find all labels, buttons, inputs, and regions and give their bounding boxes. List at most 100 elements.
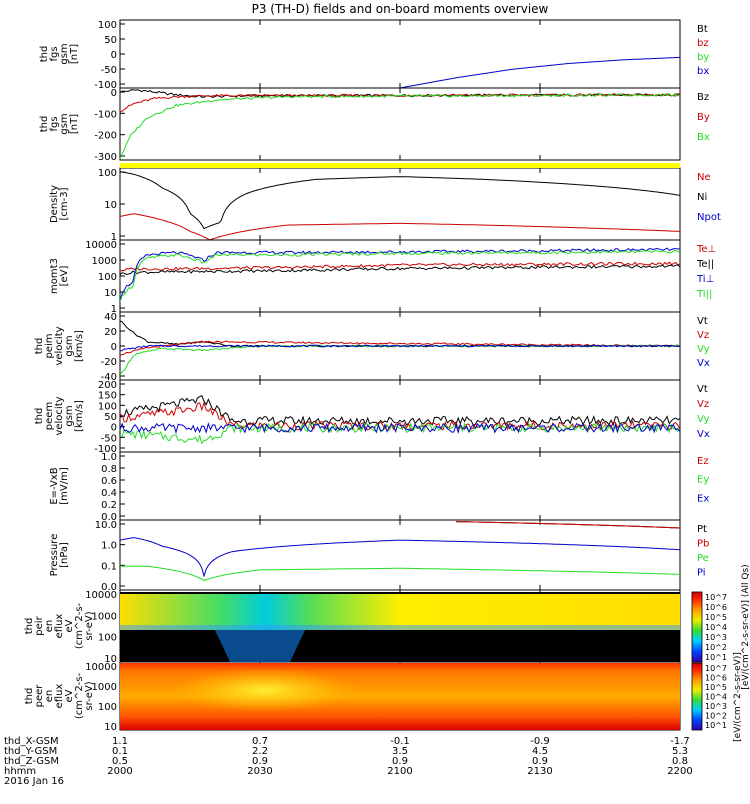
y-axis-label: (cm^2-s- [74,672,85,719]
peir-spike-region [215,630,305,662]
y-tick-label: -300 [94,152,117,163]
x-axis-row-label: thd_X-GSM [4,736,59,747]
y-axis-label: eV [64,619,75,632]
series-Bx [120,93,680,159]
panel-frame [119,19,681,89]
legend-Vx: Vx [697,358,710,369]
legend-Ti: Ti⊥ [696,274,714,285]
colorbar-peir-ticks: 10^710^610^510^410^310^210^1 [705,593,727,662]
y-tick-label: -50 [101,433,117,444]
panel-efield: 1.00.80.60.40.20.0 E=-VxB [mV/m] Ez Ey Ex [49,451,709,523]
y-tick-label: 1.0 [101,541,117,552]
y-tick-label: -40 [101,372,117,383]
y-axis-label: velocity [54,396,65,435]
y-tick-label: 0.2 [101,500,117,511]
y-tick-label: 0 [111,342,117,353]
y-tick-label: 10000 [85,240,117,251]
x-axis-labels: thd_X-GSM 1.1 0.7 -0.1 -0.9 -1.7 thd_Y-GSM 0.1 2… [4,736,693,777]
y-axis-label: [nT] [69,44,80,64]
y-axis-label: thd [34,408,45,425]
y-axis-label: eflux [54,614,65,639]
panel-frame [119,167,681,241]
y-tick-label: -100 [94,80,117,91]
series-Te [120,264,680,276]
legend-Vt: Vt [697,316,708,327]
legend-Vt: Vt [697,384,708,395]
x-axis-value: 0.9 [532,756,548,767]
series-Vt [120,320,680,348]
y-tick-label: -100 [94,109,117,120]
x-axis-value: 2100 [387,766,412,777]
y-tick-label: 0.0 [101,582,117,593]
series-Pb [456,521,680,529]
y-tick-label: -20 [101,357,117,368]
peer-yellow-spot [175,668,355,712]
y-axis-label: thd [24,688,35,705]
y-tick-label: 0.8 [101,464,117,475]
colorbar-tick-label: 10^2 [705,643,727,652]
colorbar-peir-label: [eV/(cm^2-s-sr-eV)] (All Qs) [741,564,750,689]
legend-Ez: Ez [697,456,709,467]
spectrogram-peir [120,592,680,662]
x-axis-value: 0.9 [252,756,268,767]
legend-Ni: Ni [697,192,707,203]
x-axis-value: 2000 [107,766,132,777]
colorbar-tick-label: 10^7 [705,593,727,602]
y-axis-label: fgs [49,46,60,61]
y-axis-label: thd [34,338,45,355]
x-axis-value: 3.5 [392,746,408,757]
legend-Bt: Bt [697,24,708,35]
y-axis-label: peir [34,615,45,635]
legend-by: by [697,52,709,63]
y-tick-label: 100 [98,272,117,283]
legend-bz: bz [697,38,709,49]
colorbar-tick-label: 10^1 [705,721,727,730]
series-Pi [120,537,680,578]
legend-Bz: Bz [697,92,709,103]
colorbar-peir-gradient [691,591,703,663]
y-axis-label: en [44,690,55,703]
y-tick-label: 10 [104,654,117,665]
series-Vx [120,422,680,435]
legend-Pt: Pt [697,524,707,535]
panel-fgs-gsm-2: 0 -100 -200 -300 thd fgs gsm [nT] Bz By Bx [39,87,710,163]
colorbar-peer-label: [eV/(cm^2-s-sr-eV)] [733,652,743,742]
y-axis-label: gsm [59,43,70,64]
panel-pressure: 10.0 1.0 0.1 0.0 Pressure [nPa] Pt Pb Pe Pi [49,519,709,593]
y-axis-label: [mV/m] [59,467,70,505]
series-Ne [120,213,680,240]
legend-Vz: Vz [697,330,709,341]
legend-Te: Te⊥ [696,244,716,255]
y-tick-label: 10 [104,288,117,299]
panel-frame [119,451,681,521]
y-axis-label: en [44,620,55,633]
legend-Vx: Vx [697,429,710,440]
colorbar-peer-gradient [691,662,703,731]
y-axis-label: [nT] [69,114,80,134]
colorbar-tick-label: 10^2 [705,712,727,721]
y-tick-label: 150 [98,391,117,402]
y-axis-label: [km/s] [74,330,85,362]
panel-frame [119,519,681,591]
x-axis-value: 0.5 [112,756,128,767]
legend-Te: Te|| [696,259,714,270]
y-tick-label: 1000 [92,611,117,622]
y-axis-label: fgs [49,116,60,131]
legend-Bx: Bx [697,132,710,143]
panel-momt3: 10000 1000 100 10 1 momt3 [eV] Te⊥ Te|| Ti⊥ Ti|| [49,239,716,315]
x-axis-row-label: thd_Z-GSM [4,756,59,767]
y-tick-label: 200 [98,380,117,391]
y-axis-label: gsm [59,113,70,134]
y-tick-label: 100 [98,702,117,713]
y-axis-label: peem [44,402,55,430]
y-axis-label: [cm-3] [59,187,70,220]
y-tick-label: 0.4 [101,488,117,499]
y-axis-label: peer [34,684,45,708]
legend-Pi: Pi [697,568,706,579]
x-axis-value: 1.1 [112,736,128,747]
y-tick-label: 1.0 [101,452,117,463]
colorbar-tick-label: 10^1 [705,653,727,662]
colorbar-tick-label: 10^6 [705,674,727,683]
